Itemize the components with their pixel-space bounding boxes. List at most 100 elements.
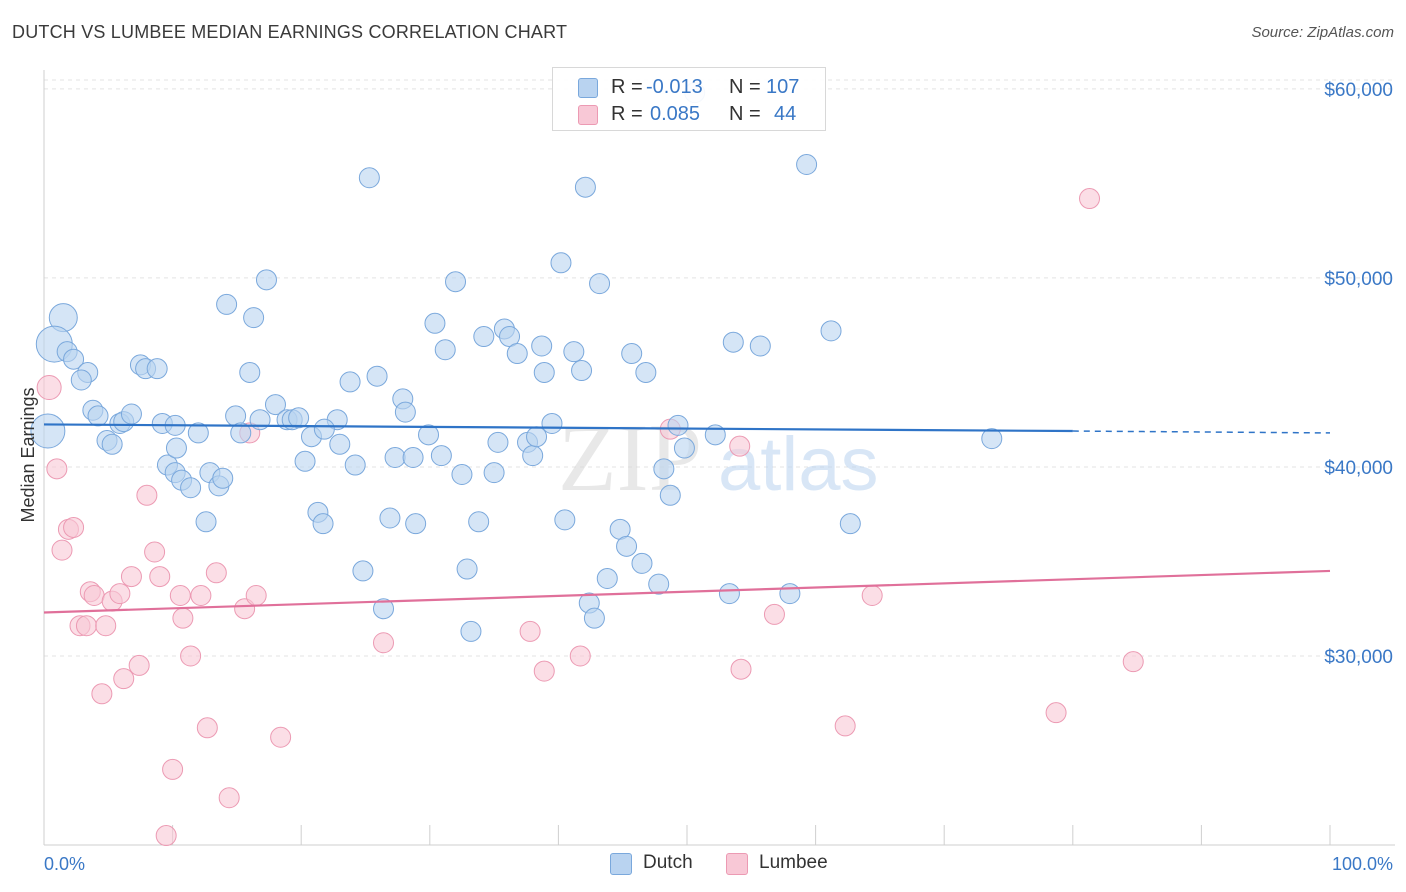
dutch-point	[430, 445, 452, 467]
dutch-point	[506, 343, 528, 365]
source-label: Source: ZipAtlas.com	[1251, 24, 1394, 41]
dutch-point	[445, 271, 467, 293]
lumbee-n-value: 44	[774, 103, 797, 125]
lumbee-point	[51, 539, 73, 561]
lumbee-point	[109, 583, 131, 605]
dutch-point	[749, 335, 771, 357]
dutch-point	[820, 320, 842, 342]
dutch-point	[329, 433, 351, 455]
lumbee-point	[144, 541, 166, 563]
correlation-legend: R = -0.013 N = 107 R = 0.085 N = 44	[552, 67, 826, 131]
dutch-point	[146, 358, 168, 380]
dutch-point	[418, 424, 440, 446]
dutch-point	[101, 433, 123, 455]
dutch-point	[460, 620, 482, 642]
lumbee-swatch	[578, 105, 598, 125]
lumbee-trend-line	[43, 569, 1331, 614]
lumbee-point	[128, 654, 150, 676]
dutch-point	[796, 154, 818, 176]
lumbee-point	[83, 584, 105, 606]
dutch-point	[583, 607, 605, 629]
dutch-point	[673, 437, 695, 459]
dutch-point	[468, 511, 490, 533]
dutch-point	[718, 583, 740, 605]
lumbee-point	[861, 584, 883, 606]
dutch-n-label: N =	[729, 76, 761, 98]
dutch-point	[554, 509, 576, 531]
dutch-point	[70, 369, 92, 391]
dutch-point	[243, 307, 265, 329]
lumbee-point	[172, 607, 194, 629]
dutch-point	[589, 273, 611, 295]
y-tick-label-50000: $50,000	[1324, 269, 1393, 290]
dutch-point	[313, 418, 335, 440]
lumbee-point	[730, 658, 752, 680]
lumbee-point	[729, 435, 751, 457]
dutch-point	[653, 458, 675, 480]
lumbee-point	[218, 787, 240, 809]
dutch-point	[424, 312, 446, 334]
lumbee-point	[196, 717, 218, 739]
dutch-point	[358, 167, 380, 189]
dutch-point	[487, 431, 509, 453]
lumbee-point	[519, 620, 541, 642]
dutch-point	[596, 567, 618, 589]
lumbee-point	[373, 632, 395, 654]
dutch-point	[541, 412, 563, 434]
lumbee-point	[245, 584, 267, 606]
dutch-trend-extension	[1072, 430, 1331, 434]
dutch-point	[648, 573, 670, 595]
dutch-point	[63, 348, 85, 370]
dutch-point	[216, 293, 238, 315]
dutch-n-value: 107	[766, 76, 800, 98]
dutch-swatch	[578, 78, 598, 98]
lumbee-point	[533, 660, 555, 682]
lumbee-point	[95, 615, 117, 637]
lumbee-point	[234, 598, 256, 620]
dutch-point	[621, 343, 643, 365]
dutch-point	[339, 371, 361, 393]
lumbee-point	[1122, 651, 1144, 673]
lumbee-point	[63, 516, 85, 538]
dutch-point	[255, 269, 277, 291]
lumbee-point	[120, 566, 142, 588]
lumbee-point	[834, 715, 856, 737]
lumbee-point	[190, 584, 212, 606]
y-tick-label-30000: $30,000	[1324, 647, 1393, 668]
dutch-point	[405, 513, 427, 535]
dutch-point	[239, 361, 261, 383]
dutch-r-value: -0.013	[646, 76, 703, 98]
lumbee-point	[75, 615, 97, 637]
dutch-point	[483, 462, 505, 484]
dutch-point	[373, 598, 395, 620]
lumbee-point	[136, 484, 158, 506]
watermark-atlas: atlas	[718, 422, 879, 507]
trendlines	[43, 423, 1331, 614]
dutch-point	[384, 447, 406, 468]
lumbee-point	[270, 726, 292, 748]
dutch-point	[288, 407, 310, 429]
lumbee-point	[1045, 702, 1067, 724]
dutch-point	[434, 339, 456, 361]
dutch-point	[574, 176, 596, 198]
lumbee-legend-swatch	[726, 853, 748, 875]
dutch-point	[451, 464, 473, 486]
dutch-point	[30, 413, 66, 449]
dutch-point	[212, 467, 234, 489]
dutch-point	[187, 422, 209, 444]
lumbee-point	[569, 645, 591, 667]
dutch-point	[87, 405, 109, 427]
dutch-legend-label: Dutch	[643, 852, 693, 873]
dutch-point	[230, 422, 252, 444]
dutch-point	[533, 361, 555, 383]
lumbee-points	[36, 188, 1144, 847]
dutch-point	[550, 252, 572, 274]
lumbee-point	[113, 668, 135, 690]
dutch-point	[394, 401, 416, 423]
lumbee-r-label: R =	[611, 103, 643, 125]
dutch-point	[667, 414, 689, 436]
dutch-legend-swatch	[610, 853, 632, 875]
dutch-points	[30, 82, 1003, 642]
dutch-point	[195, 511, 217, 533]
